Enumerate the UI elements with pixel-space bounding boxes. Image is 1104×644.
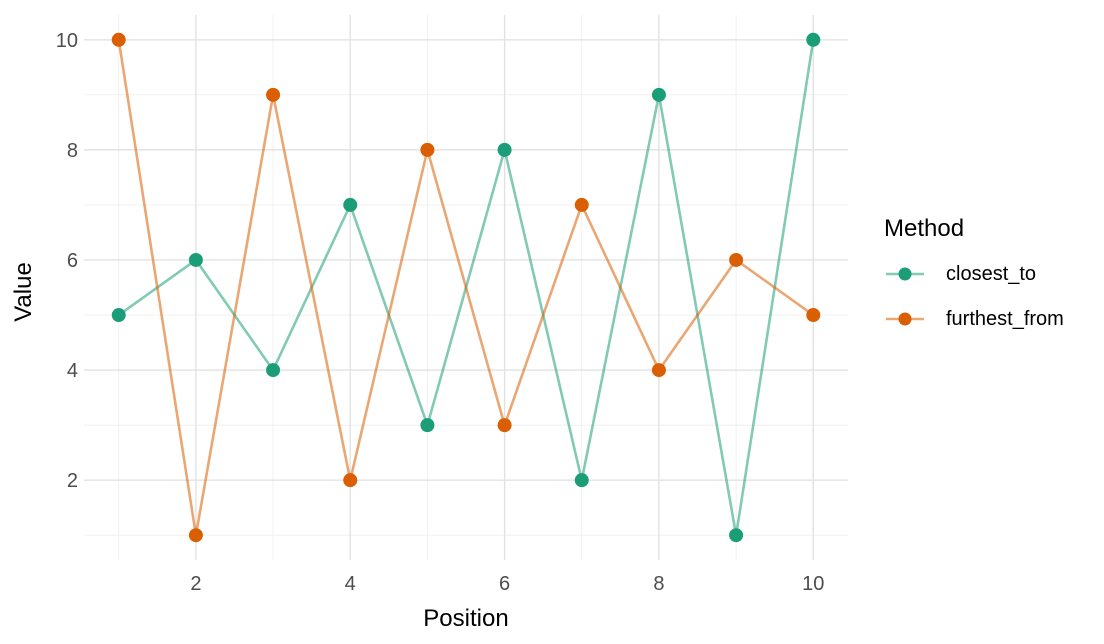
x-tick-label: 8 [653,573,664,595]
series-points [111,32,821,543]
major-gridlines [84,15,848,560]
data-point-closest_to [111,308,126,323]
data-point-furthest_from [111,32,126,47]
data-point-closest_to [343,197,358,212]
x-tick-label: 4 [345,573,356,595]
series-lines [117,38,815,537]
data-point-closest_to [806,32,821,47]
legend-label-furthest-from: furthest_from [946,307,1064,330]
minor-gridlines [84,15,848,560]
y-tick-label: 6 [67,250,78,272]
data-point-furthest_from [651,363,666,378]
data-point-closest_to [188,252,203,267]
x-tick-label: 10 [802,573,824,595]
data-point-furthest_from [806,308,821,323]
y-tick-label: 4 [67,360,78,382]
data-point-furthest_from [266,87,281,102]
legend-entry-closest-to: closest_to [884,259,1064,289]
data-point-furthest_from [729,252,744,267]
data-point-furthest_from [188,528,203,543]
legend-title: Method [884,215,965,242]
legend-label-closest-to: closest_to [946,262,1037,285]
y-tick-label: 10 [56,30,78,52]
y-tick-label: 2 [67,470,78,492]
data-point-furthest_from [343,473,358,488]
data-point-closest_to [574,473,589,488]
data-point-closest_to [651,87,666,102]
data-point-closest_to [420,418,435,433]
x-axis-title: Position [423,605,508,632]
y-tick-label: 8 [67,140,78,162]
data-point-closest_to [729,528,744,543]
data-point-closest_to [497,142,512,157]
x-tick-label: 6 [499,573,510,595]
data-point-furthest_from [420,142,435,157]
data-point-closest_to [266,363,281,378]
series-line-furthest_from [117,38,815,537]
legend-key-line-dot-icon [886,267,924,281]
data-point-furthest_from [497,418,512,433]
data-point-furthest_from [574,197,589,212]
y-axis-title: Value [10,262,37,322]
y-axis-tick-labels: 2 4 6 8 10 [56,30,78,492]
legend-key-line-dot-icon [886,312,924,326]
x-axis-tick-labels: 2 4 6 8 10 [190,573,824,595]
legend-entry-furthest-from: furthest_from [884,304,1064,334]
x-tick-label: 2 [190,573,201,595]
legend: Method closest_to furthest_from [884,214,1064,334]
